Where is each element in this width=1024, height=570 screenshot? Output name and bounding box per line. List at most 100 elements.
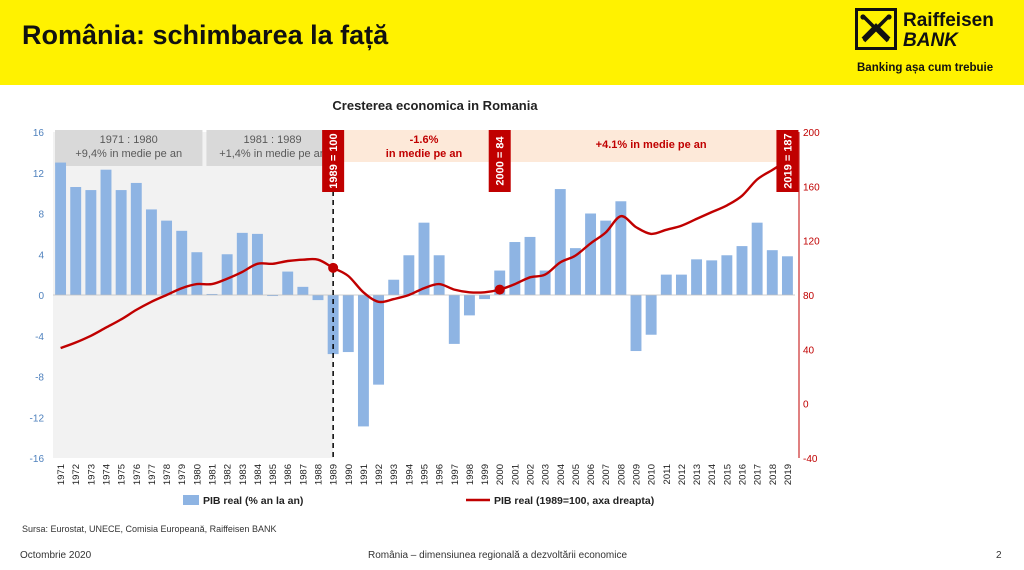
right-axis-tick: 200 bbox=[803, 128, 820, 139]
bar bbox=[463, 295, 475, 316]
reference-marker-1 bbox=[328, 262, 339, 273]
x-axis-tick: 2004 bbox=[556, 464, 567, 485]
bar bbox=[176, 230, 188, 295]
bar bbox=[161, 220, 173, 295]
period-box-2 bbox=[206, 130, 339, 166]
x-axis-tick: 1984 bbox=[253, 464, 264, 485]
left-axis-tick: -12 bbox=[30, 413, 45, 424]
left-axis-tick: 4 bbox=[38, 250, 44, 261]
x-axis-tick: 2012 bbox=[677, 464, 688, 485]
bar bbox=[373, 295, 385, 385]
x-axis-tick: 2013 bbox=[692, 464, 703, 485]
bar bbox=[539, 270, 551, 295]
series-line-real-gdp-index bbox=[60, 159, 789, 350]
bar bbox=[494, 270, 506, 295]
x-axis-tick: 1986 bbox=[283, 464, 294, 485]
period-box-sublabel-3: in medie pe an bbox=[386, 148, 463, 160]
x-axis-tick: 1985 bbox=[268, 464, 279, 485]
footer-date: Octombrie 2020 bbox=[20, 550, 92, 561]
bar bbox=[221, 254, 233, 295]
bar bbox=[766, 250, 778, 295]
x-axis-tick: 1996 bbox=[435, 464, 446, 485]
bar bbox=[206, 293, 218, 295]
left-axis-tick: 8 bbox=[38, 210, 44, 221]
reference-label-box-1 bbox=[322, 130, 345, 192]
bar bbox=[327, 295, 339, 355]
bar bbox=[600, 220, 612, 295]
bar bbox=[706, 260, 718, 295]
period-box-label-1: 1971 : 1980 bbox=[100, 134, 158, 146]
x-axis-tick: 2016 bbox=[738, 464, 749, 485]
bar bbox=[297, 286, 309, 295]
x-axis-tick: 2009 bbox=[632, 464, 643, 485]
x-axis-tick: 1981 bbox=[208, 464, 219, 485]
legend-label-bars: PIB real (% an la an) bbox=[203, 495, 303, 507]
x-axis-tick: 1993 bbox=[389, 464, 400, 485]
x-axis-tick: 1976 bbox=[132, 464, 143, 485]
reference-label-box-2 bbox=[488, 130, 511, 192]
x-axis-tick: 2015 bbox=[722, 464, 733, 485]
bar bbox=[236, 232, 248, 295]
left-axis-tick: -4 bbox=[35, 332, 44, 343]
x-axis-tick: 2001 bbox=[510, 464, 521, 485]
x-axis-tick: 1983 bbox=[238, 464, 249, 485]
bar bbox=[509, 242, 521, 295]
right-axis-tick: -40 bbox=[803, 454, 818, 465]
x-axis-tick: 1988 bbox=[314, 464, 325, 485]
left-axis-tick: -16 bbox=[30, 454, 45, 465]
chart-title: Cresterea economica in Romania bbox=[332, 98, 538, 113]
x-axis-tick: 2000 bbox=[495, 464, 506, 485]
x-axis-tick: 1979 bbox=[177, 464, 188, 485]
bar bbox=[585, 213, 597, 295]
x-axis-tick: 2011 bbox=[662, 464, 673, 484]
period-box-1 bbox=[55, 130, 203, 166]
bar bbox=[145, 209, 157, 295]
bar bbox=[448, 295, 460, 344]
bar bbox=[554, 189, 566, 295]
x-axis-tick: 2006 bbox=[586, 464, 597, 485]
x-axis-tick: 1982 bbox=[223, 464, 234, 485]
x-axis-tick: 1975 bbox=[117, 464, 128, 485]
right-axis-tick: 40 bbox=[803, 345, 815, 356]
x-axis-tick: 2018 bbox=[768, 464, 779, 485]
x-axis-tick: 2003 bbox=[541, 464, 552, 485]
bar bbox=[721, 255, 733, 295]
x-axis-tick: 1971 bbox=[56, 464, 67, 485]
x-axis-tick: 2019 bbox=[783, 464, 794, 485]
left-axis-tick: 0 bbox=[38, 291, 44, 302]
x-axis-tick: 2008 bbox=[616, 464, 627, 485]
bar bbox=[691, 259, 703, 295]
period-box-3 bbox=[342, 130, 506, 162]
x-axis-tick: 1994 bbox=[404, 464, 415, 485]
x-axis-tick: 1995 bbox=[420, 464, 431, 485]
bar bbox=[569, 248, 581, 295]
bar bbox=[751, 222, 763, 295]
period-box-label-2: 1981 : 1989 bbox=[244, 134, 302, 146]
bar bbox=[100, 169, 112, 295]
bar bbox=[675, 274, 687, 295]
gdp-growth-chart: 1971 : 1980 +9,4% in medie pe an 1981 : 19… bbox=[30, 98, 821, 507]
header-bar: România: schimbarea la față Raiffeisen B… bbox=[0, 0, 1024, 85]
left-axis-tick: -8 bbox=[35, 373, 44, 384]
period-box-label-4: +4.1% in medie pe an bbox=[596, 139, 707, 151]
raiffeisen-gable-icon bbox=[855, 8, 897, 50]
right-axis-tick: 160 bbox=[803, 182, 820, 193]
x-axis-tick: 1992 bbox=[374, 464, 385, 485]
bar bbox=[781, 256, 793, 295]
logo-slogan: Banking așa cum trebuie bbox=[857, 62, 994, 74]
bar bbox=[282, 271, 294, 295]
left-axis-tick: 16 bbox=[33, 128, 45, 139]
x-axis-tick: 1987 bbox=[298, 464, 309, 485]
bar bbox=[191, 252, 203, 295]
x-axis-tick: 1974 bbox=[102, 464, 113, 485]
bar bbox=[130, 182, 142, 295]
period-box-4 bbox=[509, 130, 793, 162]
x-axis-tick: 2002 bbox=[526, 464, 537, 485]
x-axis-tick: 1980 bbox=[192, 464, 203, 485]
x-axis-tick: 2017 bbox=[753, 464, 764, 485]
reference-label-1: 1989 = 100 bbox=[328, 133, 340, 188]
bar bbox=[85, 190, 97, 295]
bar bbox=[524, 236, 536, 295]
x-axis-tick: 1991 bbox=[359, 464, 370, 485]
bar bbox=[342, 295, 354, 353]
